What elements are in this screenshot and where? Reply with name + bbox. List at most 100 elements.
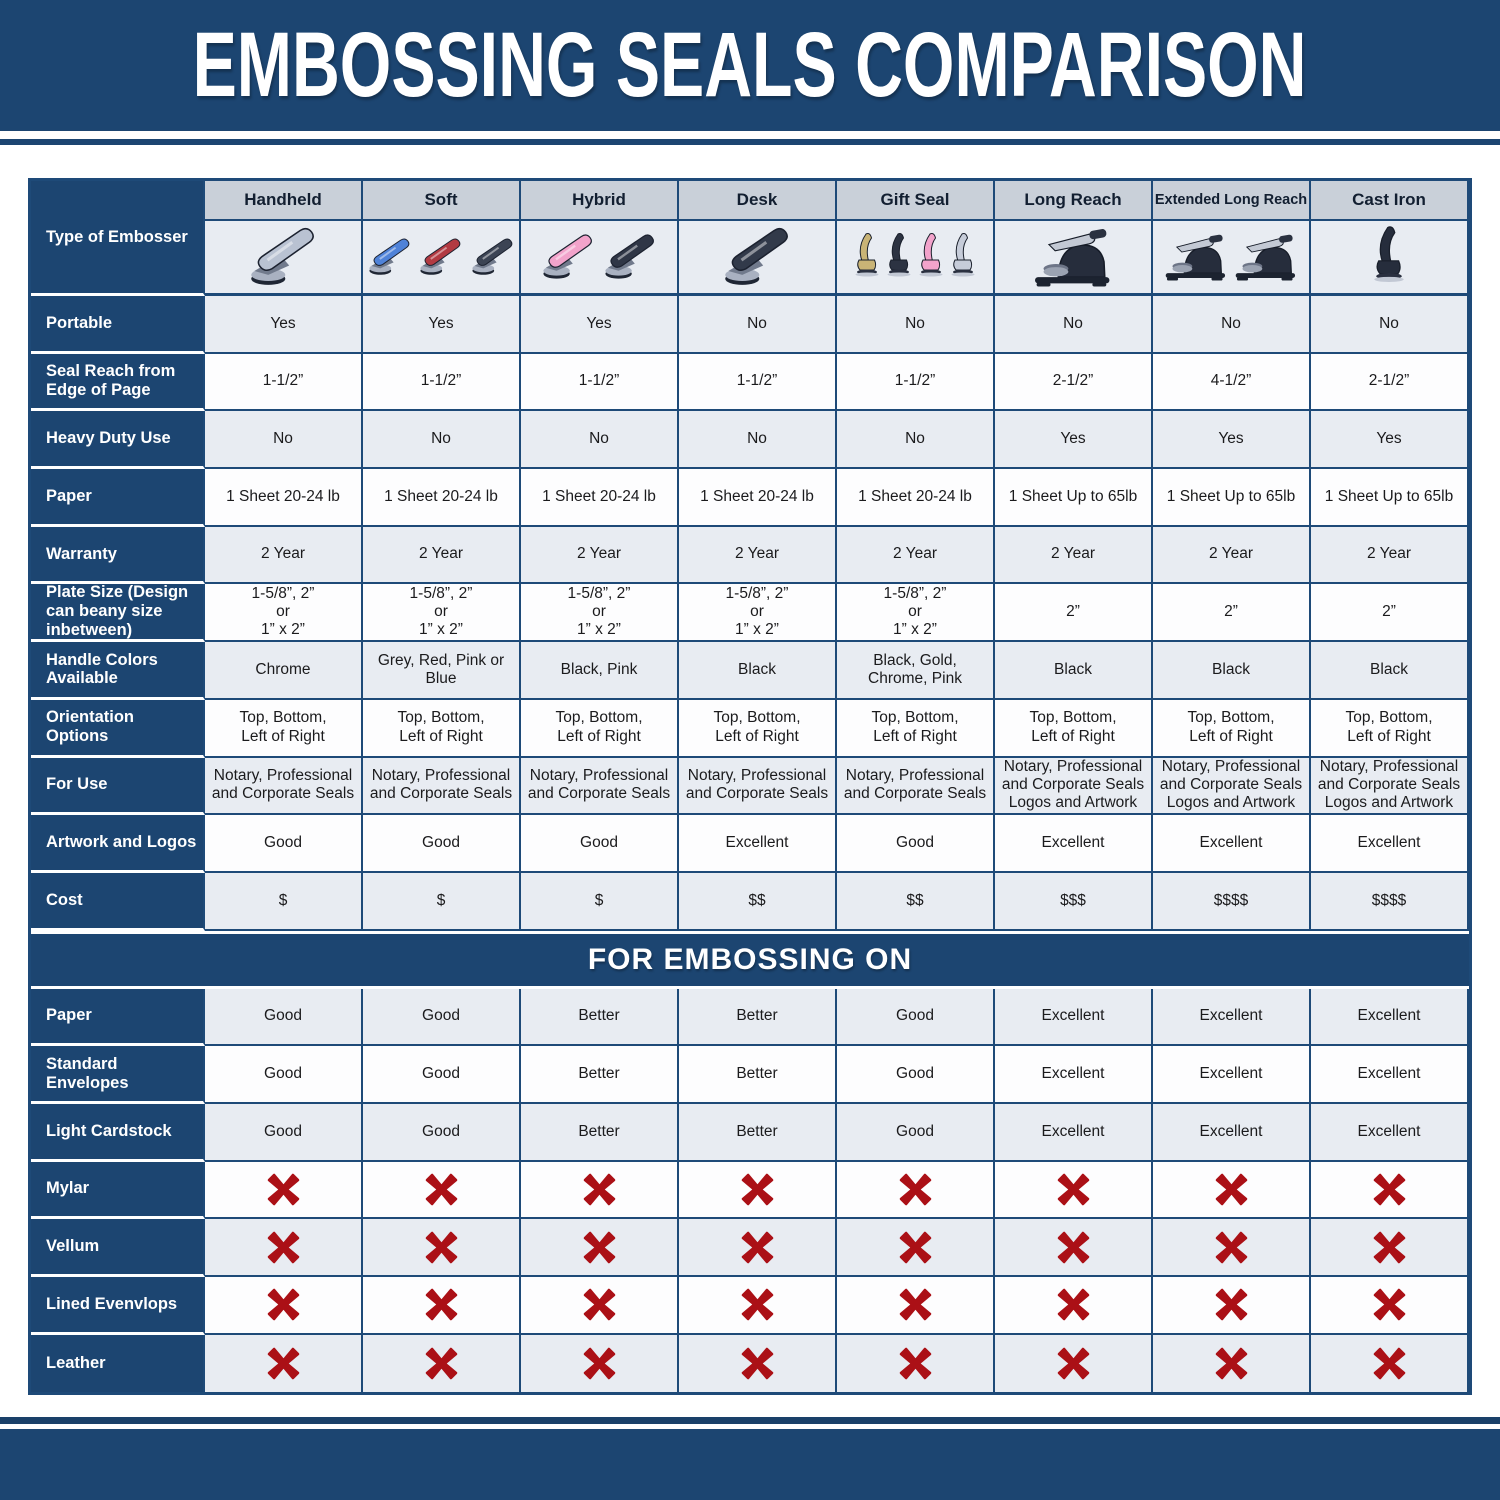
cell-vellum-extended-long-reach: [1153, 1219, 1311, 1277]
cell-plate-size-design-can-beany-size-inbetween-gift-seal: 1-5/8”, 2” or 1” x 2”: [837, 584, 995, 643]
x-mark-icon: [425, 1347, 457, 1380]
cell-paper-long-reach: Excellent: [995, 988, 1153, 1047]
cell-handle-colors-available-soft: Grey, Red, Pink or Blue: [363, 642, 521, 700]
cell-handle-colors-available-gift-seal: Black, Gold, Chrome, Pink: [837, 642, 995, 700]
cell-warranty-desk: 2 Year: [679, 526, 837, 585]
cell-portable-handheld: Yes: [205, 296, 363, 354]
row-label-vellum: Vellum: [31, 1219, 205, 1277]
cell-handle-colors-available-hybrid: Black, Pink: [521, 642, 679, 700]
cell-handle-colors-available-desk: Black: [679, 642, 837, 700]
column-header-desk: Desk: [679, 181, 837, 221]
x-mark-icon: [1215, 1173, 1247, 1206]
x-mark-icon: [899, 1173, 931, 1206]
embosser-icon-plier: [251, 227, 314, 285]
cell-for-use-soft: Notary, Professional and Corporate Seals: [363, 757, 521, 816]
cell-warranty-extended-long-reach: 2 Year: [1153, 526, 1311, 585]
embosser-icon-plier: [472, 238, 513, 275]
cell-paper-handheld: Good: [205, 988, 363, 1047]
cell-paper-hybrid: Better: [521, 988, 679, 1047]
cell-plate-size-design-can-beany-size-inbetween-cast-iron: 2”: [1311, 584, 1469, 643]
cell-seal-reach-from-edge-of-page-handheld: 1-1/2”: [205, 353, 363, 412]
cell-paper-desk: 1 Sheet 20-24 lb: [679, 469, 837, 527]
x-mark-icon: [267, 1289, 299, 1321]
row-label-seal-reach-from-edge-of-page: Seal Reach from Edge of Page: [31, 353, 205, 412]
cell-heavy-duty-use-extended-long-reach: Yes: [1153, 411, 1311, 470]
cell-standard-envelopes-hybrid: Better: [521, 1046, 679, 1104]
embosser-image-desk: [679, 221, 837, 296]
cell-light-cardstock-cast-iron: Excellent: [1311, 1103, 1469, 1162]
page-title: EMBOSSING SEALS COMPARISON: [193, 14, 1307, 116]
cell-cost-hybrid: $: [521, 872, 679, 931]
cell-lined-evenvlops-extended-long-reach: [1153, 1277, 1311, 1335]
cell-cost-gift-seal: $$: [837, 872, 995, 931]
cell-light-cardstock-extended-long-reach: Excellent: [1153, 1103, 1311, 1162]
cell-mylar-long-reach: [995, 1161, 1153, 1220]
x-mark-icon: [899, 1289, 931, 1321]
cell-portable-gift-seal: No: [837, 296, 995, 354]
cell-artwork-and-logos-handheld: Good: [205, 815, 363, 873]
embosser-icon-upright: [951, 233, 975, 277]
column-header-extended-long-reach: Extended Long Reach: [1153, 181, 1311, 221]
comparison-table: Type of Embosser Handheld Soft Hybrid Desk Gi…: [31, 181, 1469, 1393]
cell-light-cardstock-desk: Better: [679, 1103, 837, 1162]
cell-plate-size-design-can-beany-size-inbetween-hybrid: 1-5/8”, 2” or 1” x 2”: [521, 584, 679, 643]
cell-paper-cast-iron: Excellent: [1311, 988, 1469, 1047]
cell-plate-size-design-can-beany-size-inbetween-handheld: 1-5/8”, 2” or 1” x 2”: [205, 584, 363, 643]
cell-artwork-and-logos-long-reach: Excellent: [995, 815, 1153, 873]
cell-artwork-and-logos-desk: Excellent: [679, 815, 837, 873]
cell-orientation-options-soft: Top, Bottom, Left of Right: [363, 699, 521, 758]
x-mark-icon: [267, 1347, 299, 1380]
embosser-icon-press: [1035, 229, 1110, 287]
cell-paper-desk: Better: [679, 988, 837, 1047]
embosser-image-gift-seal: [837, 221, 995, 296]
x-mark-icon: [1057, 1289, 1089, 1321]
row-label-plate-size-design-can-beany-size-inbetween: Plate Size (Design can beany size inbetw…: [31, 584, 205, 643]
cell-light-cardstock-hybrid: Better: [521, 1103, 679, 1162]
cell-warranty-gift-seal: 2 Year: [837, 526, 995, 585]
cell-artwork-and-logos-gift-seal: Good: [837, 815, 995, 873]
cell-for-use-long-reach: Notary, Professional and Corporate Seals…: [995, 757, 1153, 816]
cell-heavy-duty-use-long-reach: Yes: [995, 411, 1153, 470]
x-mark-icon: [425, 1173, 457, 1206]
cell-leather-long-reach: [995, 1334, 1153, 1393]
cell-handle-colors-available-handheld: Chrome: [205, 642, 363, 700]
row-label-for-use: For Use: [31, 757, 205, 816]
cell-light-cardstock-handheld: Good: [205, 1103, 363, 1162]
cell-vellum-gift-seal: [837, 1219, 995, 1277]
cell-paper-extended-long-reach: 1 Sheet Up to 65lb: [1153, 469, 1311, 527]
cell-cost-extended-long-reach: $$$$: [1153, 872, 1311, 931]
cell-standard-envelopes-long-reach: Excellent: [995, 1046, 1153, 1104]
cell-lined-evenvlops-handheld: [205, 1277, 363, 1335]
cell-mylar-cast-iron: [1311, 1161, 1469, 1220]
cell-lined-evenvlops-cast-iron: [1311, 1277, 1469, 1335]
cell-handle-colors-available-long-reach: Black: [995, 642, 1153, 700]
cell-standard-envelopes-desk: Better: [679, 1046, 837, 1104]
x-mark-icon: [267, 1231, 299, 1263]
embosser-icon-upright: [919, 233, 943, 277]
cell-for-use-desk: Notary, Professional and Corporate Seals: [679, 757, 837, 816]
x-mark-icon: [583, 1289, 615, 1321]
cell-artwork-and-logos-hybrid: Good: [521, 815, 679, 873]
column-header-cast-iron: Cast Iron: [1311, 181, 1469, 221]
x-mark-icon: [1373, 1231, 1405, 1263]
x-mark-icon: [425, 1231, 457, 1263]
cell-seal-reach-from-edge-of-page-gift-seal: 1-1/2”: [837, 353, 995, 412]
embosser-icon-plier: [369, 238, 410, 275]
embosser-image-extended-long-reach: [1153, 221, 1311, 296]
x-mark-icon: [583, 1347, 615, 1380]
cell-heavy-duty-use-gift-seal: No: [837, 411, 995, 470]
cell-standard-envelopes-handheld: Good: [205, 1046, 363, 1104]
x-mark-icon: [1057, 1347, 1089, 1380]
cell-artwork-and-logos-cast-iron: Excellent: [1311, 815, 1469, 873]
cell-orientation-options-cast-iron: Top, Bottom, Left of Right: [1311, 699, 1469, 758]
cell-heavy-duty-use-hybrid: No: [521, 411, 679, 470]
cell-mylar-soft: [363, 1161, 521, 1220]
cell-for-use-hybrid: Notary, Professional and Corporate Seals: [521, 757, 679, 816]
cell-vellum-desk: [679, 1219, 837, 1277]
x-mark-icon: [1057, 1231, 1089, 1263]
x-mark-icon: [741, 1289, 773, 1321]
x-mark-icon: [1215, 1347, 1247, 1380]
cell-lined-evenvlops-gift-seal: [837, 1277, 995, 1335]
cell-orientation-options-handheld: Top, Bottom, Left of Right: [205, 699, 363, 758]
x-mark-icon: [1215, 1289, 1247, 1321]
